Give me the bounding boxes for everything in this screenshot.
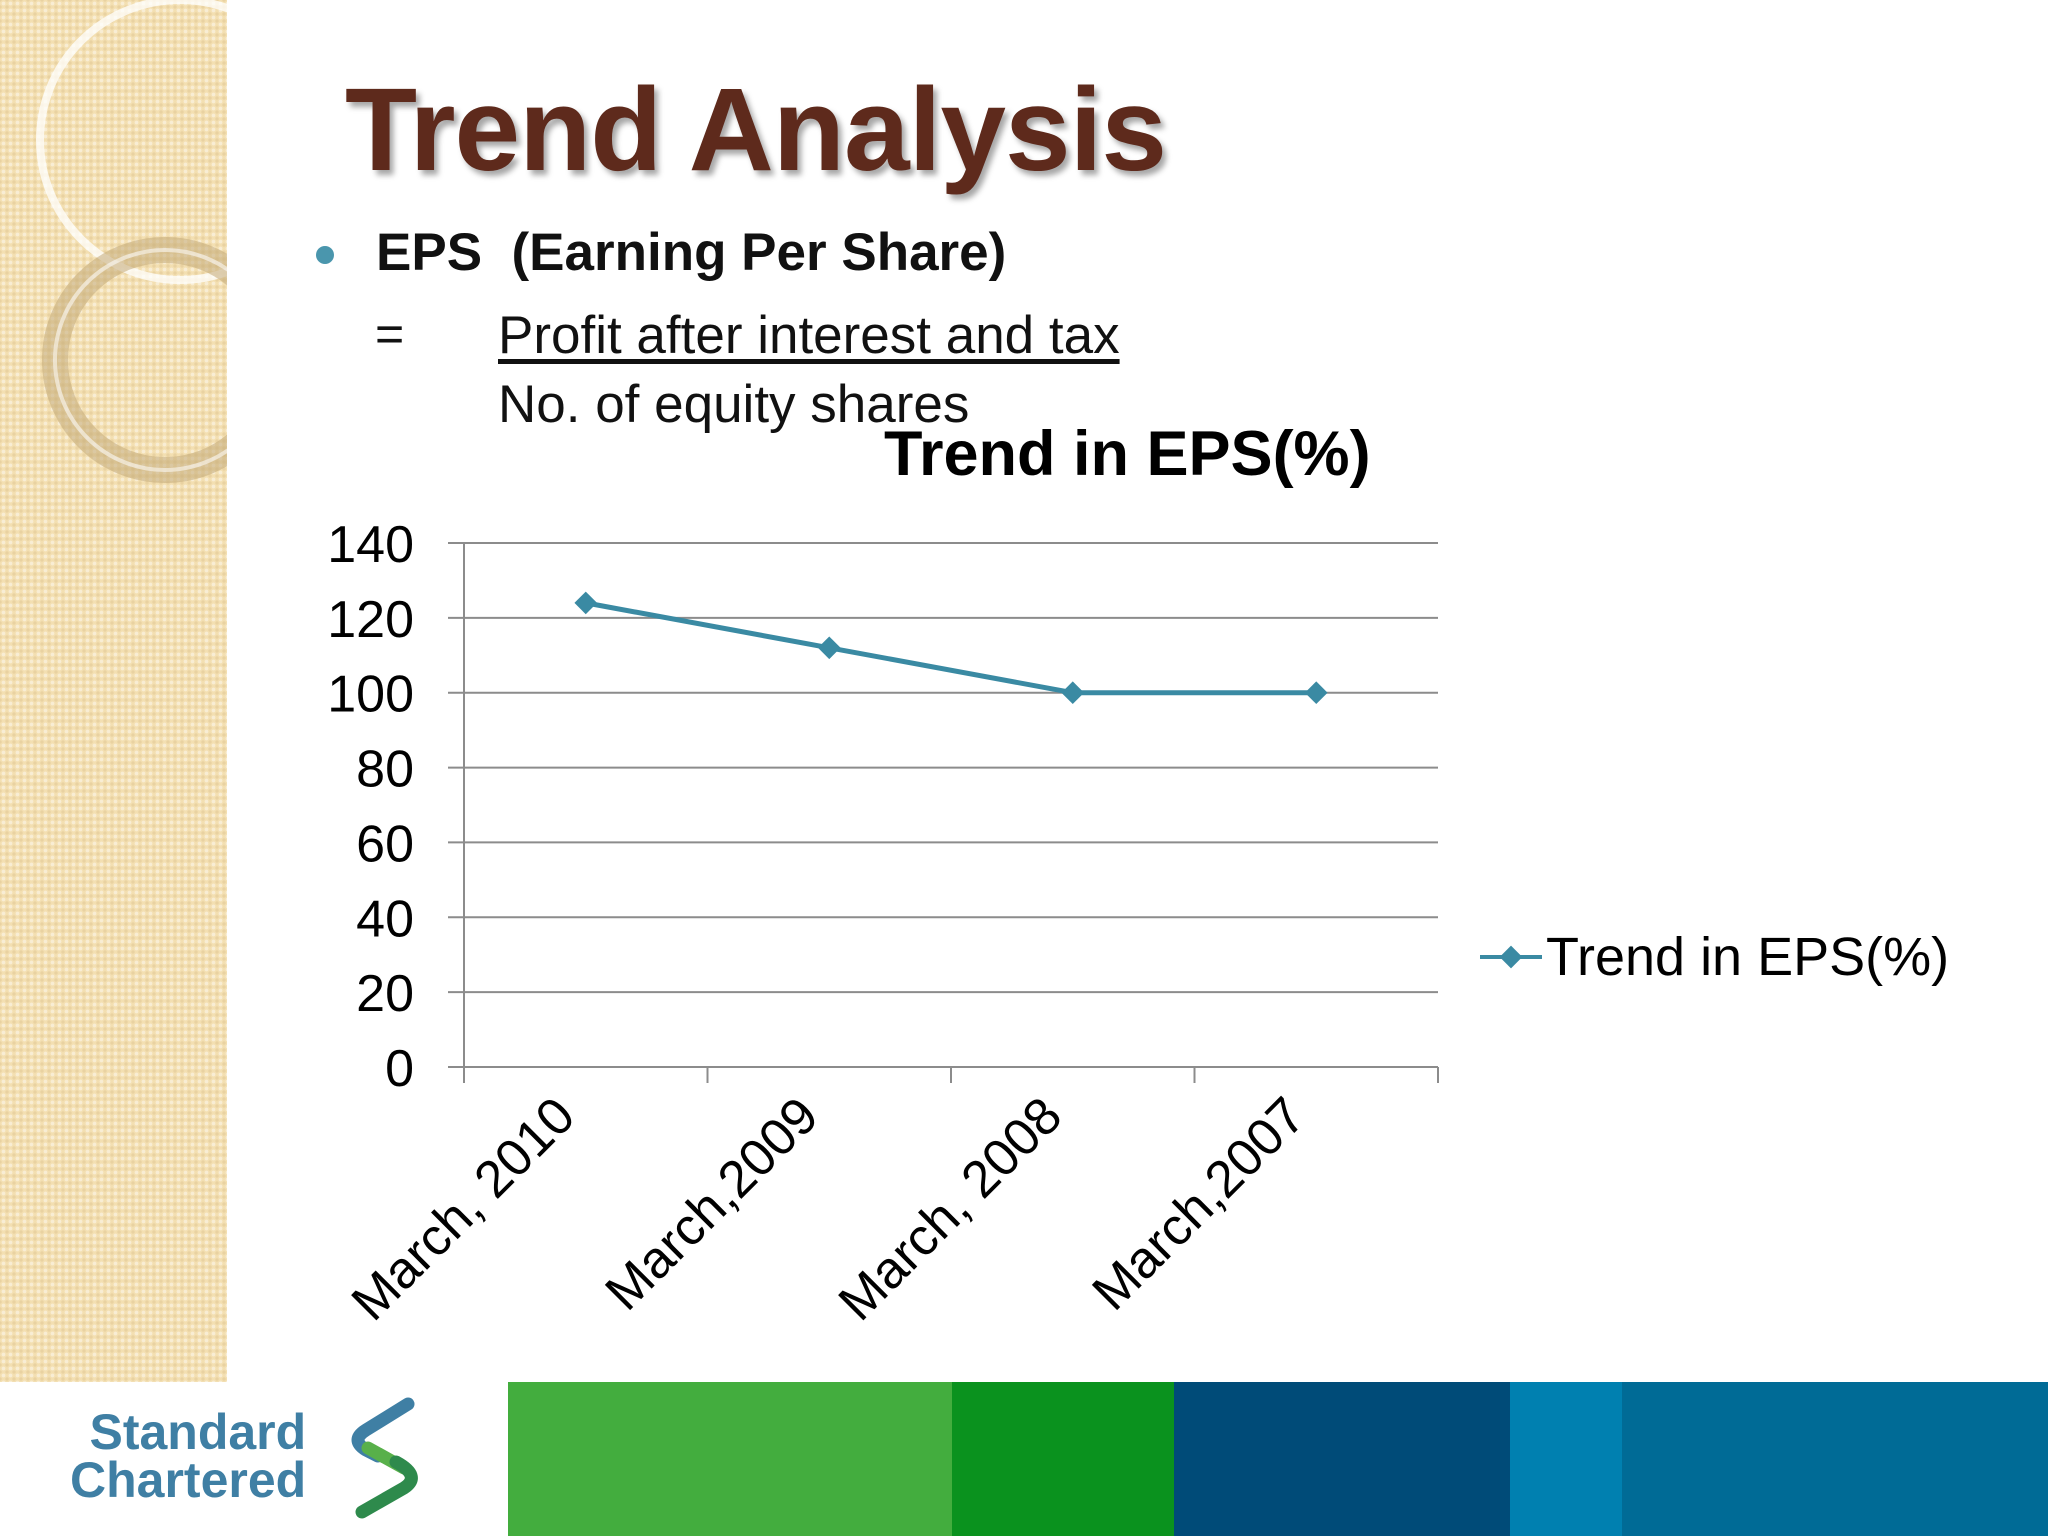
bullet-text: EPS (Earning Per Share) xyxy=(376,223,1007,282)
x-tick-label: March,2007 xyxy=(1082,1086,1317,1321)
chart-title: Trend in EPS(%) xyxy=(884,419,1371,489)
y-tick-label: 40 xyxy=(356,890,414,948)
standard-chartered-logo-icon xyxy=(351,1397,418,1519)
x-tick-label: March, 2008 xyxy=(828,1086,1073,1331)
chart-legend: Trend in EPS(%) xyxy=(1480,926,1949,988)
ring-decoration xyxy=(36,0,227,483)
y-tick-label: 20 xyxy=(356,965,414,1023)
bullet-dot-icon xyxy=(316,246,334,264)
brand-band-blue xyxy=(1510,1382,1622,1536)
logo-line-2: Chartered xyxy=(70,1452,307,1508)
x-tick-label: March,2009 xyxy=(595,1086,830,1321)
logo-line-1: Standard xyxy=(89,1404,307,1460)
formula-denominator: No. of equity shares xyxy=(498,375,970,434)
y-tick-label: 100 xyxy=(327,666,414,724)
y-tick-label: 0 xyxy=(385,1040,414,1098)
legend-swatch-icon xyxy=(1480,945,1542,969)
formula-numerator: Profit after interest and tax xyxy=(498,306,1120,365)
data-point-marker xyxy=(817,636,841,660)
formula-equals: = xyxy=(375,306,405,362)
legend-label: Trend in EPS(%) xyxy=(1546,927,1950,987)
y-tick-label: 140 xyxy=(327,516,414,574)
logo-area: Standard Chartered xyxy=(0,1382,508,1536)
y-tick-label: 120 xyxy=(327,591,414,649)
x-tick-label: March, 2010 xyxy=(341,1086,586,1331)
data-point-marker xyxy=(574,591,598,615)
y-tick-label: 80 xyxy=(356,741,414,799)
y-tick-label: 60 xyxy=(356,815,414,873)
brand-band-green-dark xyxy=(952,1382,1174,1536)
brand-band-navy xyxy=(1174,1382,1510,1536)
footer-brand-bar: Standard Chartered xyxy=(0,1382,2048,1536)
left-decorative-strip xyxy=(0,0,227,1382)
series-line xyxy=(585,600,1317,696)
logo-wordmark: Standard Chartered xyxy=(70,1404,307,1508)
slide-title: Trend Analysis xyxy=(345,64,1167,196)
brand-band-green-light xyxy=(508,1382,952,1536)
data-point-marker xyxy=(1061,681,1085,705)
data-point-marker xyxy=(1304,681,1328,705)
brand-band-teal xyxy=(1622,1382,2048,1536)
